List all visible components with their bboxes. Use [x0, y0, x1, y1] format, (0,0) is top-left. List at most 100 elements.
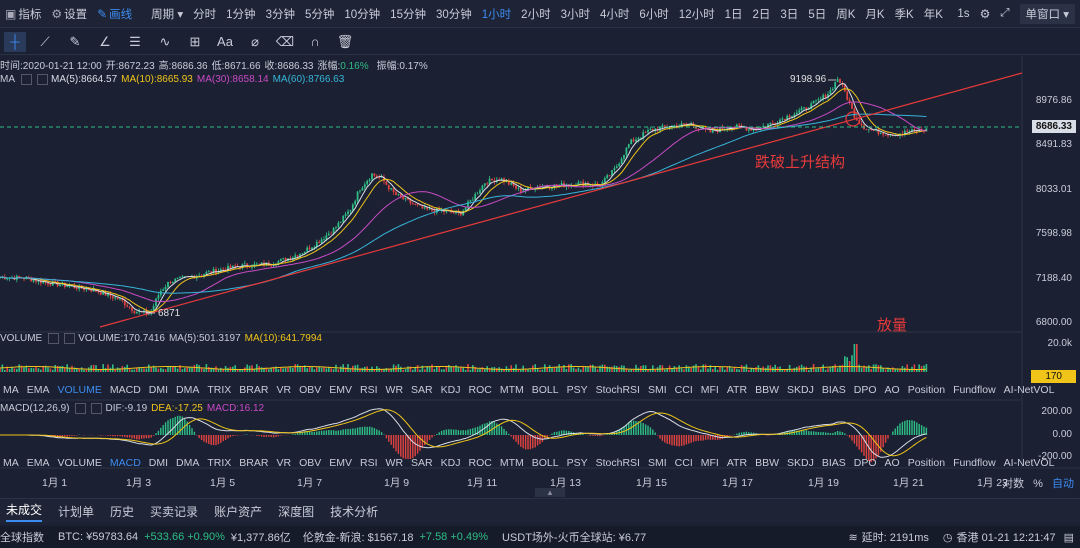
indicator-tab-mfi[interactable]: MFI [700, 384, 719, 396]
indicator-tab-skdj[interactable]: SKDJ [786, 457, 814, 469]
period-2[interactable]: 3分钟 [265, 8, 295, 21]
bottom-tab-2[interactable]: 历史 [110, 504, 135, 519]
indicator-tab-sar[interactable]: SAR [411, 384, 433, 396]
eraser-icon[interactable]: ⌫ [275, 33, 295, 49]
period-19[interactable]: 季K [894, 8, 914, 21]
period-18[interactable]: 月K [865, 8, 885, 21]
indicator-tab-wr[interactable]: WR [385, 457, 404, 469]
auto-toggle[interactable]: 自动 [1052, 478, 1074, 490]
refresh-rate[interactable]: 1s [957, 7, 970, 20]
period-6[interactable]: 30分钟 [435, 8, 472, 21]
indicator-tab-bias[interactable]: BIAS [821, 457, 846, 469]
period-15[interactable]: 3日 [780, 8, 799, 21]
indicator-tab-dmi[interactable]: DMI [148, 384, 169, 396]
indicator-tab-kdj[interactable]: KDJ [440, 384, 461, 396]
draw-line-button[interactable]: ✎ 画线 [97, 6, 133, 21]
indicator-tab-vr[interactable]: VR [276, 457, 292, 469]
indicator-tab-trix[interactable]: TRIX [207, 384, 232, 396]
indicator-tab-stochrsi[interactable]: StochRSI [595, 457, 640, 469]
indicator-tab-brar[interactable]: BRAR [239, 457, 269, 469]
indicator-tab-obv[interactable]: OBV [299, 384, 322, 396]
crosshair-icon[interactable]: ┼ [4, 31, 26, 52]
ruler-icon[interactable]: ⌀ [251, 33, 259, 49]
window-mode-dropdown[interactable]: 单窗口 ▾ [1019, 3, 1075, 24]
bottom-tab-0[interactable]: 未成交 [6, 501, 43, 522]
close-icon[interactable] [37, 73, 48, 85]
indicator-tab-stochrsi[interactable]: StochRSI [595, 384, 640, 396]
indicator-tab-boll[interactable]: BOLL [531, 457, 559, 469]
indicator-tab-cci[interactable]: CCI [674, 457, 693, 469]
indicator-tab-mfi[interactable]: MFI [700, 457, 719, 469]
period-1[interactable]: 1分钟 [226, 8, 256, 21]
settings-button[interactable]: ⚙ 设置 [51, 6, 88, 21]
period-dropdown[interactable]: 周期 ▾ [151, 8, 184, 21]
indicator-tab-fundflow[interactable]: Fundflow [953, 384, 996, 396]
period-14[interactable]: 2日 [752, 8, 771, 21]
period-10[interactable]: 4小时 [599, 8, 630, 21]
grid-icon[interactable]: ⊞ [189, 33, 201, 49]
indicator-tab-bias[interactable]: BIAS [821, 384, 846, 396]
indicator-tab-ma[interactable]: MA [3, 457, 19, 469]
indicator-tab-bbw[interactable]: BBW [755, 384, 779, 396]
bottom-tab-5[interactable]: 深度图 [278, 504, 315, 519]
indicator-tab-dmi[interactable]: DMI [148, 457, 169, 469]
indicator-tab-macd[interactable]: MACD [109, 384, 141, 396]
indicator-tab-ema[interactable]: EMA [26, 384, 50, 396]
period-13[interactable]: 1日 [724, 8, 743, 21]
indicator-tab-ema[interactable]: EMA [26, 457, 50, 469]
bottom-tab-6[interactable]: 技术分析 [330, 504, 379, 519]
indicator-tab-volume[interactable]: VOLUME [57, 457, 102, 469]
indicator-tab-ai-netvol[interactable]: AI-NetVOL [1003, 384, 1055, 396]
indicator-tab-position[interactable]: Position [907, 384, 946, 396]
collapse-handle-icon[interactable]: ▲ [535, 488, 565, 497]
settings-icon[interactable]: ⚙ [979, 6, 991, 21]
indicator-tab-ao[interactable]: AO [884, 457, 900, 469]
indicator-tab-smi[interactable]: SMI [647, 384, 667, 396]
indicator-tab-atr[interactable]: ATR [726, 384, 748, 396]
indicator-button[interactable]: ▣ 指标 [5, 6, 42, 21]
indicator-tab-atr[interactable]: ATR [726, 457, 748, 469]
text-icon[interactable]: Aa [217, 33, 233, 49]
period-9[interactable]: 3小时 [560, 8, 590, 21]
settings-icon[interactable] [48, 332, 60, 344]
angle-icon[interactable]: ∠ [99, 33, 111, 49]
indicator-tab-mtm[interactable]: MTM [499, 384, 524, 396]
period-4[interactable]: 10分钟 [344, 8, 381, 21]
indicator-tab-brar[interactable]: BRAR [239, 384, 269, 396]
close-icon[interactable] [91, 402, 103, 414]
bottom-tab-4[interactable]: 账户资产 [214, 504, 263, 519]
indicator-tab-position[interactable]: Position [907, 457, 946, 469]
wave-icon[interactable]: ∿ [159, 33, 171, 49]
magnet-icon[interactable]: ∩ [310, 33, 320, 49]
period-20[interactable]: 年K [923, 8, 943, 21]
indicator-tab-ma[interactable]: MA [3, 384, 19, 396]
indicator-tab-rsi[interactable]: RSI [360, 384, 378, 396]
period-11[interactable]: 6小时 [639, 8, 669, 21]
indicator-tab-trix[interactable]: TRIX [207, 457, 232, 469]
period-17[interactable]: 周K [836, 8, 856, 21]
period-5[interactable]: 15分钟 [390, 8, 426, 21]
horizontal-lines-icon[interactable]: ☰ [129, 33, 141, 49]
indicator-tab-vr[interactable]: VR [276, 384, 292, 396]
indicator-tab-roc[interactable]: ROC [468, 384, 492, 396]
period-0[interactable]: 分时 [193, 8, 217, 21]
indicator-tab-mtm[interactable]: MTM [499, 457, 524, 469]
indicator-tab-ao[interactable]: AO [884, 384, 900, 396]
indicator-tab-boll[interactable]: BOLL [531, 384, 559, 396]
indicator-tab-rsi[interactable]: RSI [360, 457, 378, 469]
period-3[interactable]: 5分钟 [304, 8, 335, 21]
period-16[interactable]: 5日 [808, 8, 827, 21]
pen-icon[interactable]: ✎ [69, 33, 81, 49]
indicator-tab-skdj[interactable]: SKDJ [786, 384, 814, 396]
indicator-tab-kdj[interactable]: KDJ [440, 457, 461, 469]
indicator-tab-bbw[interactable]: BBW [755, 457, 779, 469]
log-toggle[interactable]: 对数 [1002, 478, 1025, 490]
settings-icon[interactable] [21, 73, 32, 85]
indicator-tab-obv[interactable]: OBV [299, 457, 322, 469]
indicator-tab-cci[interactable]: CCI [674, 384, 693, 396]
indicator-tab-dpo[interactable]: DPO [853, 384, 877, 396]
trend-line-icon[interactable]: ⟋ [40, 33, 50, 49]
settings-icon[interactable] [75, 402, 87, 414]
indicator-tab-sar[interactable]: SAR [411, 457, 433, 469]
